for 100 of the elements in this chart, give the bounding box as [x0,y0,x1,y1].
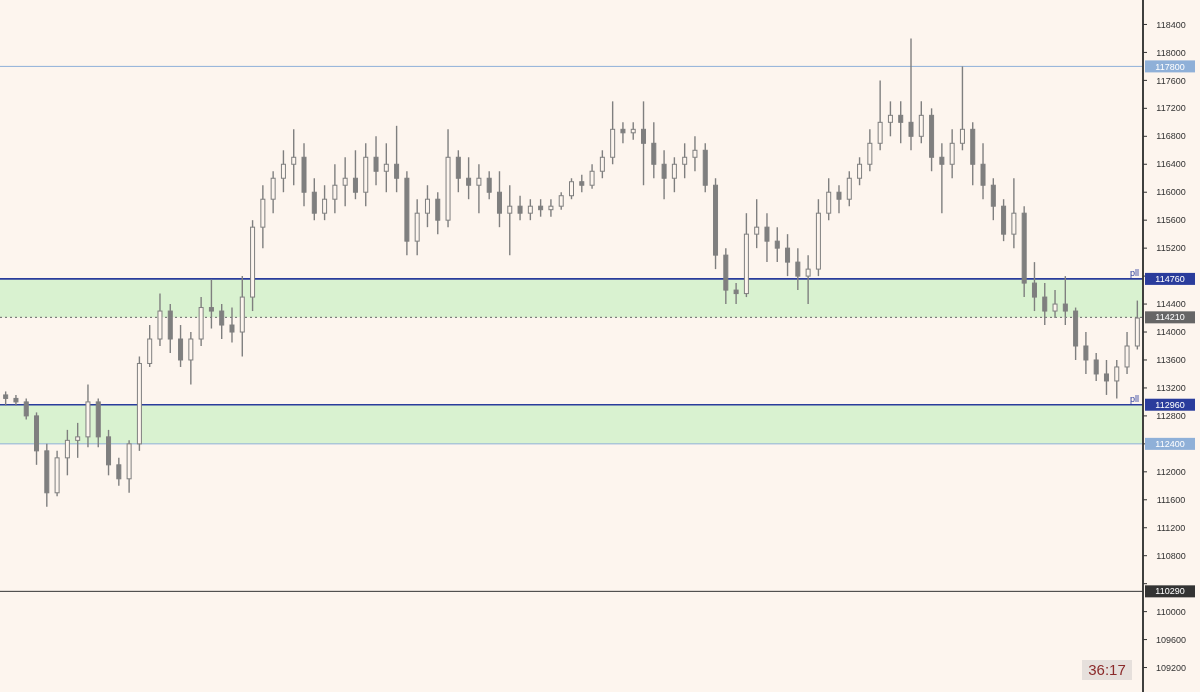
candlestick [1093,352,1099,382]
ref-line-label: 114760 [1155,274,1185,285]
candlestick [373,135,379,186]
y-tick-label: 113200 [1156,383,1186,394]
candlestick [270,170,276,214]
ref-line-label: 112960 [1155,399,1185,410]
candlestick [1083,331,1089,375]
candlestick [517,195,523,221]
candlestick [64,429,70,477]
y-tick-label: 118000 [1156,47,1186,58]
ref-line-label: 117800 [1155,61,1185,72]
candlestick [75,422,81,459]
candlestick [1011,177,1017,249]
candlestick [435,191,441,235]
candlestick [959,65,965,151]
y-tick-label: 118400 [1156,19,1186,30]
y-tick-label: 112000 [1156,466,1186,477]
candlestick [949,128,955,179]
candlestick [219,303,225,340]
candlestick [980,142,986,200]
candlestick [682,142,688,179]
candlestick [455,149,461,193]
candlestick [352,149,358,200]
candlestick [496,170,502,228]
candlestick [785,233,791,277]
candlestick [641,100,647,186]
candlestick [116,457,122,487]
annotation: pll [1129,393,1139,404]
y-tick-label: 115200 [1156,243,1186,254]
y-tick-label: 113600 [1156,355,1186,366]
y-tick-label: 117200 [1156,103,1186,114]
candlestick [507,184,513,256]
candlestick [918,100,924,144]
y-tick-label: 109600 [1155,634,1187,645]
candlestick [280,149,286,193]
y-tick-label: 115600 [1156,215,1186,226]
candlestick [291,128,297,186]
ref-line-label: 110290 [1155,586,1185,597]
candlestick [1052,289,1058,319]
candlestick [476,163,482,214]
candlestick [178,324,184,368]
y-tick-label: 116800 [1156,131,1186,142]
y-tick-label: 114400 [1156,299,1186,310]
candlestick [208,278,214,330]
candlestick [651,121,657,179]
candlestick [229,306,235,344]
candlestick [733,282,739,305]
y-tick-label: 116000 [1156,187,1186,198]
candlestick [466,156,472,200]
annotation: 36:17 [1088,661,1126,679]
candlestick [332,163,338,214]
candlestick [754,198,760,249]
candlestick [857,156,863,186]
ref-line-label: 112400 [1155,439,1185,450]
y-tick-label: 111200 [1156,522,1186,533]
candlestick [1031,261,1037,312]
y-tick-label: 117600 [1156,75,1186,86]
y-tick-label: 116400 [1156,159,1186,170]
candlestick [569,177,574,200]
candlestick [383,142,389,193]
candlestick [620,121,626,144]
candlestick [877,79,883,151]
candlestick [836,184,842,214]
candlestick [908,37,914,151]
candlestick [1062,275,1068,326]
candlestick [1124,331,1130,375]
candlestick [1103,359,1109,396]
y-tick-label: 111600 [1156,494,1186,505]
candlestick [939,142,945,214]
candlestick [764,212,770,263]
candlestick [342,156,348,207]
candlestick [692,135,698,172]
candlestick [599,149,605,179]
candlestick [548,198,554,218]
candlestick [795,247,801,291]
y-tick-label: 109200 [1155,662,1187,673]
candlestick [311,177,317,221]
candlestick [867,128,873,172]
candlestick [486,170,492,200]
candlestick [394,125,400,193]
candlestick [990,177,996,221]
annotation: pll [1129,267,1139,278]
y-tick-label: 110000 [1156,606,1186,617]
candlestick [1114,359,1120,400]
y-tick-label: 110800 [1156,550,1186,561]
candlestick [826,177,832,221]
candlestick [1042,282,1048,326]
candlestick [846,170,852,207]
candlestick [188,331,194,386]
ref-line-label: 114210 [1155,312,1185,323]
candlestick [898,100,904,144]
candlestick [589,163,595,190]
candlestick [887,100,893,137]
candlestick [424,184,430,228]
candlestick [805,254,811,305]
candlestick [661,149,667,200]
y-tick-label: 114000 [1156,327,1186,338]
candlestick [671,156,677,193]
candlestick [527,198,533,221]
candlestick [23,397,29,421]
